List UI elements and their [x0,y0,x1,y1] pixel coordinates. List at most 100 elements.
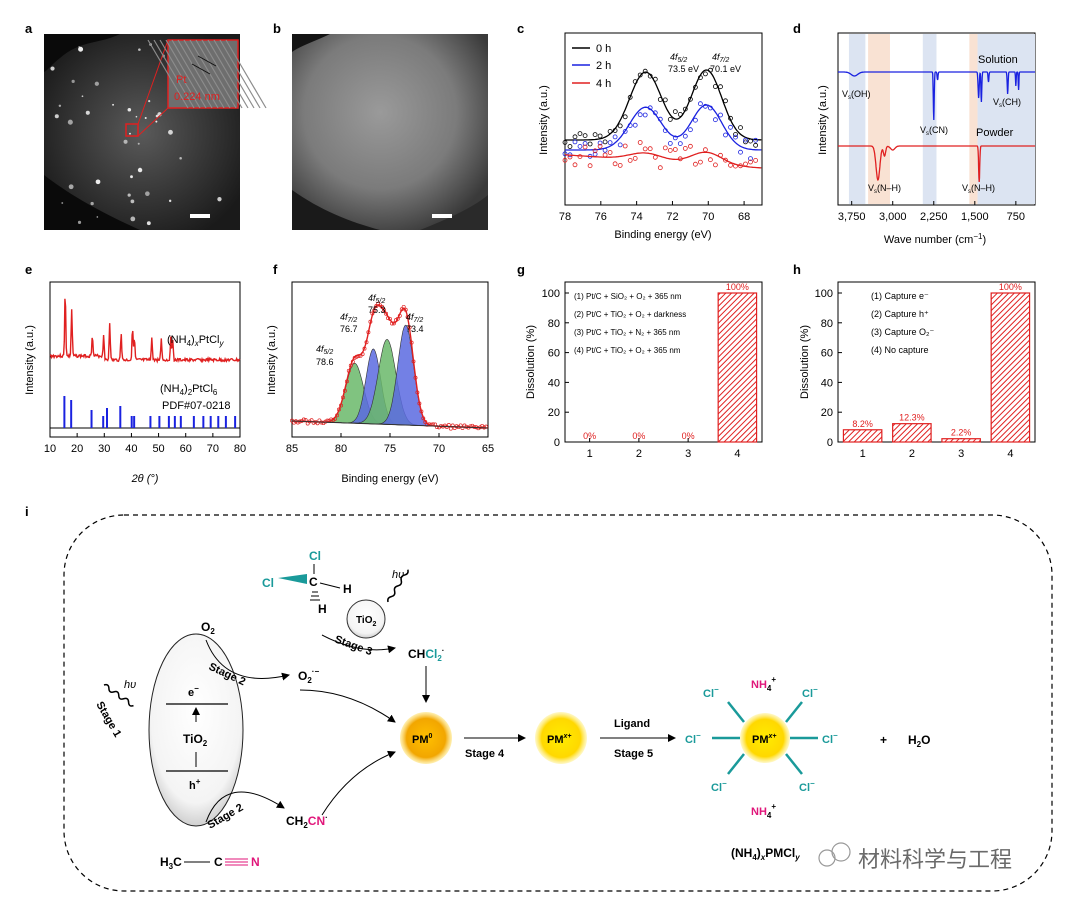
peak-c-0-orb: 4f5/2 [670,52,687,64]
bar-label-h-2: 2.2% [951,428,972,438]
raw-point [386,316,390,321]
lattice-fringe [208,40,248,108]
panel-e-chart: Intensity (a.u.) 2θ (°) 10 20 30 40 50 60 70 80… [24,281,246,485]
nanoparticle-spot [54,114,59,119]
nanoparticle-spot [78,46,84,52]
raw-point [417,401,422,406]
x-tick-label: 80 [234,443,246,455]
point-c-2 [657,165,663,171]
nanoparticle-spot [77,220,82,224]
point-c-2 [617,162,623,168]
raw-point [354,354,359,359]
raw-point [346,368,351,373]
raw-point [382,308,387,313]
plus-sign: + [880,733,887,747]
point-c-0 [728,115,733,121]
raw-point [344,379,349,384]
point-c-0 [713,84,718,89]
point-c-2 [602,152,608,158]
bar-h-3 [990,292,1031,443]
bar-h-2 [941,438,981,443]
complex-particle [740,713,790,763]
point-c-1 [612,134,618,140]
point-c-1 [753,137,758,143]
acetonitrile-c: C [214,855,223,869]
nanoparticle-spot [67,119,73,125]
lattice-fringe [154,40,194,108]
nanoparticle-spot [78,45,81,48]
point-c-2 [677,156,683,162]
raw-point [423,420,428,424]
point-c-0 [743,139,748,145]
point-c-2 [612,161,618,167]
x-tick-label: 3 [958,448,964,460]
lattice-fringe [202,40,242,108]
panel-label-g: g [517,262,525,277]
point-c-0 [582,133,588,139]
band-label-nh-2: Vs(N–H) [962,183,995,195]
peak-c-1-orb: 4f7/2 [712,52,729,64]
point-c-0 [667,117,673,122]
point-c-0 [632,79,638,84]
raw-point [413,375,418,380]
point-c-2 [592,148,598,154]
point-c-2 [562,157,568,163]
ylabel-h: Dissolution (%) [799,325,811,399]
point-c-0 [572,134,578,140]
lattice-fringe [184,40,224,108]
legend-h-0: (1) Capture e⁻ [871,291,929,301]
y-tick-label: 20 [548,407,560,419]
x-tick-label: 3,000 [879,211,907,223]
x-tick-label: 76 [595,211,607,223]
point-c-2 [682,145,688,151]
ligand-label: Ligand [614,718,650,730]
point-c-1 [688,127,693,133]
scale-bar-a [190,214,210,218]
x-tick-label: 65 [482,443,494,455]
point-c-0 [753,142,758,148]
raw-point [364,340,369,345]
nanoparticle-spot [168,199,172,203]
raw-point [419,409,424,414]
point-c-1 [652,110,658,116]
dcm-h-bottom: H [318,602,327,616]
peak-f-2-orb: 4f5/2 [368,293,385,305]
point-c-0 [642,68,648,74]
bar-h-1 [892,423,932,443]
x-tick-label: 30 [98,443,110,455]
raw-point [350,359,355,364]
point-c-0 [612,128,618,133]
point-c-2 [748,159,753,165]
point-c-2 [703,147,708,153]
raw-point [388,316,392,321]
x-tick-label: 78 [559,211,571,223]
nanoparticle-spot [179,156,182,160]
point-c-0 [708,67,713,73]
raw-point [337,407,341,412]
x-tick-label: 70 [207,443,219,455]
legend-c-0: 0 h [596,43,611,55]
raw-point [460,426,465,430]
cl-ligand-4: Cl− [822,731,838,746]
panel-label-c: c [517,21,524,36]
background-line [291,420,489,429]
ch2cn-label: CH2CN· [286,813,328,830]
nanoparticle-spot [90,201,94,206]
panel-label-f: f [273,262,278,277]
nanoparticle-spot [61,202,64,204]
point-c-2 [622,143,628,149]
nanoparticle-spot [95,179,101,185]
point-c-2 [637,140,643,145]
point-c-1 [728,124,733,130]
peak-f-1-value: 76.7 [340,324,358,334]
point-c-0 [682,106,688,112]
point-c-1 [647,105,653,111]
point-c-1 [637,112,643,118]
series-e-red-line [49,298,241,364]
point-c-1 [703,103,708,109]
nanoparticle-spot [148,100,151,103]
x-tick-label: 2,250 [920,211,948,223]
raw-point [454,424,459,429]
nanoparticle-spot [123,139,128,144]
